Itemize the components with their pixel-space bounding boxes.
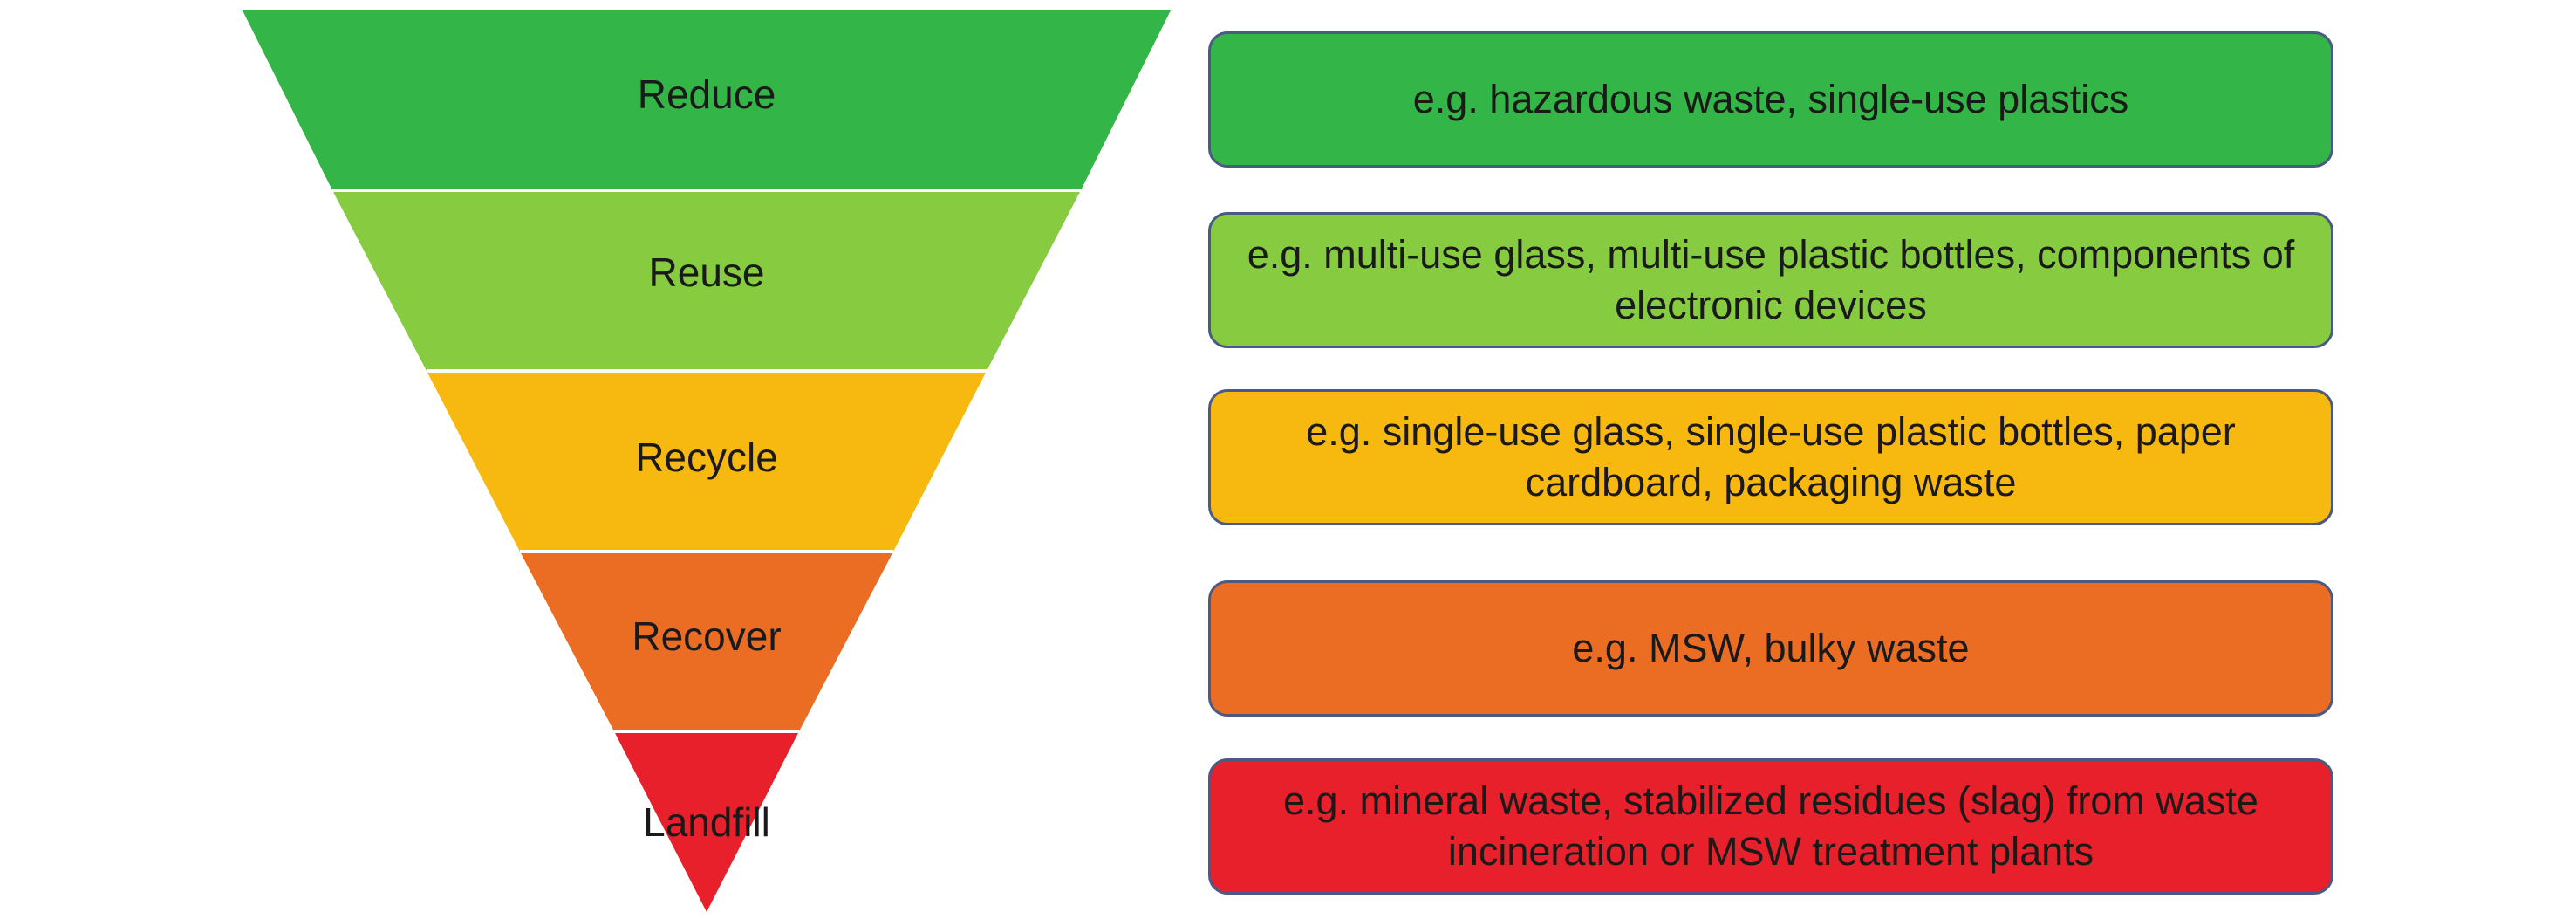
pyramid-tier-reduce [243, 10, 1171, 190]
tier-label-reduce: Reduce [638, 72, 776, 117]
pyramid-tier-recover [520, 552, 893, 731]
pyramid-tier-reuse [332, 190, 1081, 371]
example-text-reduce: e.g. hazardous waste, single-use plastic… [1412, 77, 2129, 121]
example-box-landfill: e.g. mineral waste, stabilized residues … [1208, 758, 2333, 895]
example-text-reuse: e.g. multi-use glass, multi-use plastic … [1247, 232, 2295, 327]
tier-label-landfill: Landfill [643, 799, 770, 845]
example-box-recycle: e.g. single-use glass, single-use plasti… [1208, 389, 2333, 525]
example-text-landfill: e.g. mineral waste, stabilized residues … [1283, 778, 2258, 874]
example-box-reuse: e.g. multi-use glass, multi-use plastic … [1208, 212, 2333, 348]
example-box-recover: e.g. MSW, bulky waste [1208, 580, 2333, 717]
pyramid-tier-recycle [427, 371, 987, 552]
example-text-recycle: e.g. single-use glass, single-use plasti… [1306, 409, 2236, 504]
tier-label-recycle: Recycle [635, 435, 778, 480]
example-text-recover: e.g. MSW, bulky waste [1572, 626, 1970, 670]
waste-hierarchy-pyramid: Reduce Reuse Recycle Recover Landfill [243, 10, 1171, 912]
pyramid-tier-landfill [614, 731, 799, 912]
tier-label-reuse: Reuse [649, 250, 765, 295]
example-box-reduce: e.g. hazardous waste, single-use plastic… [1208, 31, 2333, 168]
tier-label-recover: Recover [632, 614, 781, 659]
